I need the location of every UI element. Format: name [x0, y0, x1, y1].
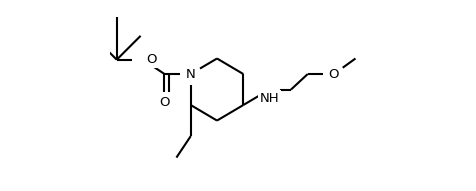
Text: N: N	[186, 67, 195, 81]
Text: O: O	[159, 96, 169, 109]
Text: NH: NH	[259, 92, 279, 105]
Text: O: O	[328, 67, 338, 81]
Text: O: O	[146, 53, 157, 66]
